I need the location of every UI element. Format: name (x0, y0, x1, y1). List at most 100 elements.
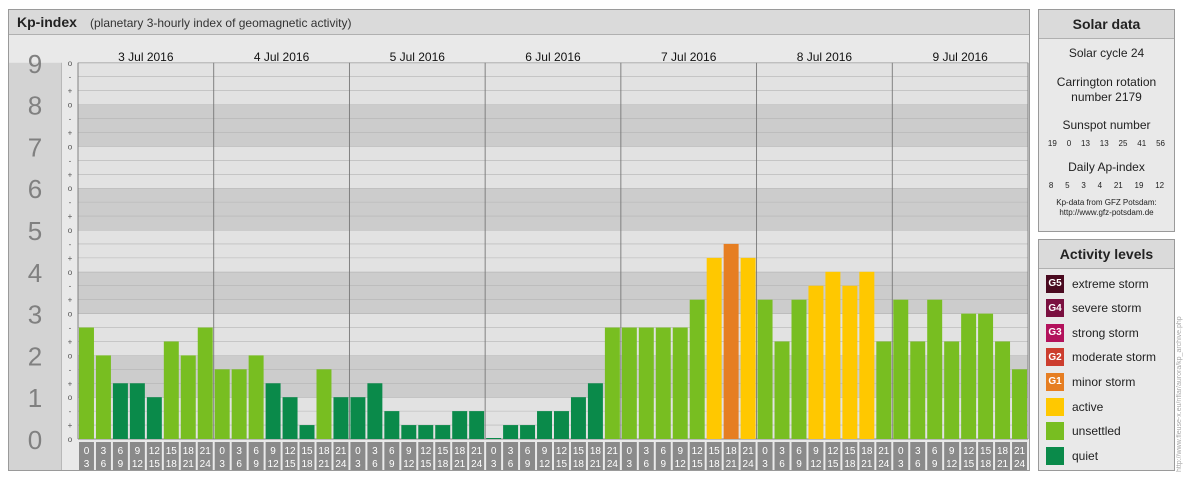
kp-bar-41 (774, 341, 790, 439)
time-slot-box-2 (112, 442, 128, 470)
legend-swatch: G4 (1046, 299, 1064, 318)
time-slot-end-15: 24 (335, 459, 347, 470)
time-slot-start-51: 9 (949, 446, 955, 457)
legend-label: minor storm (1072, 374, 1136, 389)
time-slot-start-45: 15 (844, 446, 856, 457)
kp-bar-36 (689, 299, 705, 439)
legend-swatch: G3 (1046, 323, 1064, 342)
time-slot-start-0: 0 (84, 446, 90, 457)
time-slot-start-23: 21 (471, 446, 483, 457)
time-slot-start-20: 12 (420, 446, 432, 457)
time-slot-box-13 (299, 442, 315, 470)
time-slot-box-47 (876, 442, 892, 470)
carrington-line-1: Carrington rotation (1056, 75, 1157, 89)
time-slot-start-7: 21 (200, 446, 212, 457)
time-slot-box-7 (197, 442, 213, 470)
day-label-6: 9 Jul 2016 (932, 50, 988, 64)
legend-item-minor-storm: G1 minor storm (1046, 372, 1135, 391)
minor-tick-6-2: - (69, 156, 72, 165)
band-5 (78, 188, 1028, 230)
legend-item-moderate-storm: G2 moderate storm (1046, 348, 1156, 367)
legend-label: severe storm (1072, 301, 1142, 316)
minor-tick-0-1: + (68, 421, 73, 430)
kp-bar-5 (163, 341, 179, 439)
time-slot-start-6: 18 (183, 446, 195, 457)
kp-bar-4 (146, 397, 162, 439)
time-slot-start-27: 9 (542, 446, 548, 457)
minor-tick-8-0: o (68, 101, 73, 110)
time-slot-start-14: 18 (318, 446, 330, 457)
kp-bar-10 (248, 355, 264, 439)
sunspot-value-1: 0 (1066, 139, 1072, 148)
time-slot-box-22 (452, 442, 468, 470)
kp-bar-39 (740, 257, 756, 439)
kp-bar-17 (367, 383, 383, 439)
time-slot-box-17 (367, 442, 383, 470)
time-slot-end-20: 15 (420, 459, 432, 470)
time-slot-box-28 (554, 442, 569, 470)
time-slot-start-21: 15 (437, 446, 449, 457)
time-slot-end-41: 6 (779, 459, 785, 470)
band-7 (78, 104, 1028, 147)
time-slot-start-36: 12 (692, 446, 704, 457)
kp-bar-28 (554, 411, 569, 439)
sunspot-value-2: 13 (1081, 139, 1090, 148)
time-slot-start-17: 3 (372, 446, 378, 457)
time-slot-box-33 (638, 442, 654, 470)
time-slot-box-5 (163, 442, 179, 470)
minor-tick-1-2: - (69, 365, 72, 374)
legend-item-severe-storm: G4 severe storm (1046, 299, 1141, 318)
time-slot-box-24 (486, 442, 502, 470)
time-slot-end-13: 18 (301, 459, 313, 470)
sunspot-value-4: 25 (1118, 139, 1128, 148)
time-slot-end-34: 9 (660, 459, 666, 470)
time-slot-box-49 (910, 442, 926, 470)
kp-bar-27 (537, 411, 552, 439)
kp-bar-55 (1012, 369, 1027, 439)
legend-label: extreme storm (1072, 276, 1149, 291)
time-slot-end-16: 3 (355, 459, 361, 470)
time-slot-box-50 (927, 442, 943, 470)
kp-bar-51 (944, 341, 960, 439)
day-label-2: 5 Jul 2016 (390, 50, 446, 64)
kp-bar-38 (723, 243, 739, 439)
time-slot-end-4: 15 (149, 459, 161, 470)
kp-bar-49 (910, 341, 926, 439)
kp-bar-13 (299, 425, 315, 439)
kp-bar-50 (927, 299, 943, 439)
time-slot-start-43: 9 (813, 446, 819, 457)
time-slot-end-53: 18 (980, 459, 992, 470)
time-slot-box-8 (214, 442, 230, 470)
y-tick-1: 1 (28, 383, 42, 413)
minor-tick-1-0: o (68, 393, 73, 402)
legend-swatch (1046, 422, 1064, 441)
time-slot-start-39: 21 (743, 446, 755, 457)
time-slot-start-55: 21 (1014, 446, 1026, 457)
time-slot-end-36: 15 (692, 459, 704, 470)
legend-swatch (1046, 397, 1064, 416)
minor-tick-8-1: + (68, 87, 73, 96)
ap-value-3: 4 (1097, 181, 1103, 190)
kp-bar-16 (350, 397, 366, 439)
minor-tick-9-0: o (68, 59, 73, 68)
kp-credit-line-1: Kp-data from GFZ Potsdam: (1056, 198, 1157, 207)
kp-bar-43 (808, 285, 824, 439)
time-slot-box-1 (95, 442, 111, 470)
time-slot-end-27: 12 (539, 459, 551, 470)
time-slot-box-52 (961, 442, 977, 470)
time-slot-end-55: 24 (1014, 459, 1026, 470)
time-slot-box-6 (180, 442, 196, 470)
time-slot-start-38: 18 (726, 446, 738, 457)
time-slot-end-5: 18 (166, 459, 178, 470)
minor-tick-3-2: - (69, 282, 72, 291)
minor-tick-3-0: o (68, 310, 73, 319)
time-slot-end-17: 6 (372, 459, 378, 470)
time-slot-end-23: 24 (471, 459, 483, 470)
minor-tick-1-1: + (68, 379, 73, 388)
time-slot-end-39: 24 (743, 459, 755, 470)
time-slot-end-9: 6 (236, 459, 242, 470)
kp-bar-24 (486, 438, 502, 439)
kp-bar-53 (978, 313, 994, 439)
activity-levels-panel: Activity levels G5 extreme storm G4 severe … (1038, 239, 1175, 471)
time-slot-end-12: 15 (284, 459, 296, 470)
